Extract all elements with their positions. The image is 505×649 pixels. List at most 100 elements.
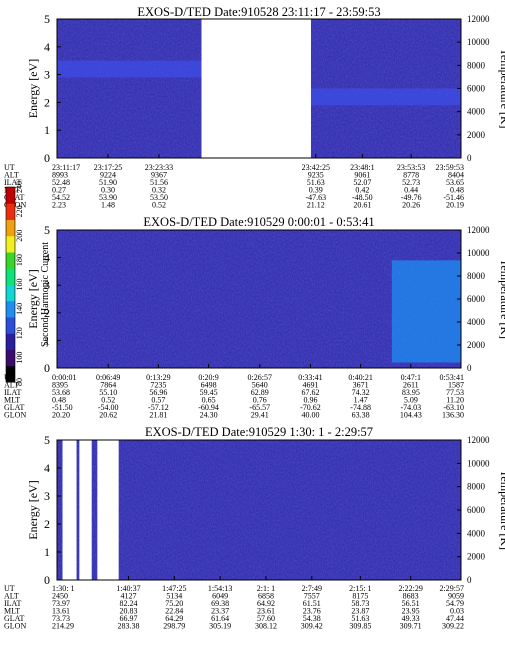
ephemeris-value: 9367	[151, 171, 167, 180]
temperature-tick-label: 10000	[467, 458, 490, 468]
ephemeris-value: 23:48:1	[350, 163, 374, 172]
ephemeris-value: -57.12	[148, 403, 169, 412]
ephemeris-value: 58.73	[351, 599, 369, 608]
ephemeris-value: 5134	[166, 592, 182, 601]
ephemeris-value: 4691	[302, 381, 318, 390]
ephemeris-value: 308.12	[255, 622, 277, 631]
ephemeris-value: 0:33:41	[298, 373, 322, 382]
ephemeris-value: 52.48	[52, 178, 70, 187]
temperature-tick-label: 10000	[467, 37, 490, 47]
energy-tick-label: 2	[44, 517, 50, 531]
ephemeris-value: 23.37	[211, 607, 229, 616]
ephemeris-value: 53.90	[99, 193, 117, 202]
colorbar-tick-label: 240	[15, 181, 24, 193]
ephemeris-value: 0.48	[52, 396, 66, 405]
ephemeris-value: 20.62	[99, 411, 117, 420]
energy-axis-label: Energy [eV]	[26, 269, 40, 328]
temperature-tick-label: 12000	[467, 435, 490, 445]
ephemeris-value: 4127	[120, 592, 136, 601]
colorbar-frame	[5, 186, 16, 383]
ephemeris-value: 61.64	[211, 614, 229, 623]
energy-tick-label: 0	[44, 151, 50, 165]
ephemeris-value: 1:30: 1	[52, 584, 74, 593]
temperature-tick-label: 0	[467, 153, 472, 163]
ephemeris-value: 8395	[52, 381, 68, 390]
ephemeris-value: 53.65	[446, 178, 464, 187]
ephemeris-value: 6858	[258, 592, 274, 601]
ephemeris-value: 77.53	[446, 388, 464, 397]
energy-tick-label: 4	[44, 40, 50, 54]
data-gap	[79, 440, 92, 580]
ephemeris-table: UTALTILATMLTGLATGLON0:00:01839553.680.48…	[4, 373, 464, 420]
ephemeris-value: 20.61	[353, 201, 371, 210]
ephemeris-value: 73.73	[52, 614, 70, 623]
ephemeris-value: 73.97	[52, 599, 70, 608]
ephemeris-value: 11.20	[446, 396, 464, 405]
ephemeris-value: 74.32	[352, 388, 370, 397]
ephemeris-value: 0:53:41	[440, 373, 464, 382]
temperature-tick-label: 8000	[467, 482, 486, 492]
temperature-tick-label: 4000	[467, 528, 486, 538]
ephemeris-value: 9059	[448, 592, 464, 601]
ephemeris-value: 7235	[150, 381, 166, 390]
ephemeris-row-label: GLON	[4, 411, 26, 420]
spectrogram-field	[57, 230, 461, 368]
ephemeris-value: 7557	[304, 592, 320, 601]
temperature-tick-label: 8000	[467, 60, 486, 70]
ephemeris-value: 21.12	[307, 201, 325, 210]
panel-title: EXOS-D/TED Date:910529 0:00:01 - 0:53:41	[143, 215, 374, 229]
energy-tick-label: 1	[44, 545, 50, 559]
ephemeris-value: -70.62	[300, 403, 321, 412]
ephemeris-value: 8993	[52, 171, 68, 180]
colorbar-tick-label: 80	[15, 378, 24, 386]
ephemeris-value: 305.19	[209, 622, 231, 631]
ephemeris-value: 1.48	[101, 201, 115, 210]
colorbar-swatch	[6, 235, 15, 253]
colorbar-tick-label: 160	[15, 279, 24, 291]
ephemeris-value: 8404	[448, 171, 464, 180]
ephemeris-value: 104.43	[400, 411, 422, 420]
ephemeris-value: 64.92	[257, 599, 275, 608]
ephemeris-value: 1.47	[354, 396, 368, 405]
ephemeris-value: 214.29	[52, 622, 74, 631]
ephemeris-value: -60.94	[198, 403, 219, 412]
ephemeris-value: 0:20:9	[198, 373, 218, 382]
ephemeris-value: 24.30	[200, 411, 218, 420]
ephemeris-row-label: GLON	[4, 622, 26, 631]
ephemeris-value: 2.23	[52, 201, 66, 210]
ephemeris-value: 23:59:53	[436, 163, 464, 172]
ephemeris-value: 0:06:49	[96, 373, 120, 382]
colorbar-tick-label: 140	[15, 303, 24, 315]
ephemeris-value: -74.88	[350, 403, 371, 412]
ephemeris-value: 5640	[252, 381, 268, 390]
ephemeris-value: 54.79	[446, 599, 464, 608]
ephemeris-value: 62.89	[251, 388, 269, 397]
temperature-tick-label: 10000	[467, 248, 490, 258]
ephemeris-value: 0.39	[309, 186, 323, 195]
ephemeris-value: 61.51	[303, 599, 321, 608]
ephemeris-value: 20.26	[402, 201, 420, 210]
colorbar-label: Second Harmonic Current	[40, 242, 51, 347]
spectrogram-panel-3: EXOS-D/TED Date:910529 1:30: 1 - 2:29:57…	[4, 425, 505, 631]
ephemeris-value: 8683	[403, 592, 419, 601]
energy-tick-label: 5	[44, 223, 50, 237]
ephemeris-value: 23:42:25	[302, 163, 330, 172]
ephemeris-value: 56.51	[402, 599, 420, 608]
energy-axis-label: Energy [eV]	[26, 59, 40, 118]
energy-tick-label: 4	[44, 461, 50, 475]
ephemeris-value: 5.09	[404, 396, 418, 405]
energy-tick-label: 5	[44, 12, 50, 26]
ephemeris-value: -74.03	[400, 403, 421, 412]
ephemeris-value: 69.38	[211, 599, 229, 608]
ephemeris-value: 23.87	[351, 607, 369, 616]
ephemeris-value: 83.95	[402, 388, 420, 397]
temperature-axis-label: Temperature [K]	[498, 470, 505, 550]
ephemeris-value: 57.60	[257, 614, 275, 623]
ephemeris-value: 309.22	[442, 622, 464, 631]
ephemeris-value: 3671	[353, 381, 369, 390]
ephemeris-value: 2:7:49	[302, 584, 322, 593]
ephemeris-row-label: UT	[4, 163, 15, 172]
temperature-tick-label: 6000	[467, 505, 486, 515]
colorbar-swatch	[6, 300, 15, 318]
